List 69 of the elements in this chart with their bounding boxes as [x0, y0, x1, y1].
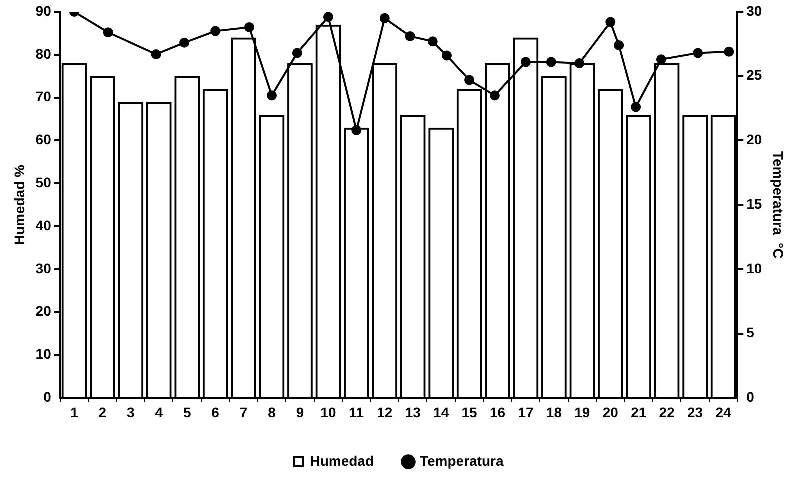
point: [490, 90, 500, 101]
y2-tick-label: 5: [746, 324, 755, 341]
point: [631, 102, 642, 112]
x-tick-label: 6: [212, 404, 220, 420]
y2-tick-label: 30: [746, 2, 762, 19]
point: [151, 49, 162, 60]
point: [405, 31, 416, 42]
y-tick-label: 60: [36, 132, 52, 148]
legend-label: Humedad: [310, 452, 374, 469]
y-tick-label: 80: [36, 46, 52, 62]
point: [352, 125, 362, 136]
point: [380, 13, 390, 24]
y2-tick-label: 0: [746, 389, 755, 406]
x-tick-label: 14: [434, 404, 450, 420]
x-tick-label: 4: [155, 404, 164, 420]
point: [520, 57, 531, 68]
x-tick-label: 11: [349, 404, 364, 420]
y-tick-label: 30: [36, 260, 52, 276]
point: [244, 22, 254, 32]
x-tick-label: 8: [268, 404, 276, 420]
y-tick-label: 50: [36, 174, 52, 191]
x-tick-label: 2: [98, 404, 107, 420]
y-tick-label: 70: [36, 88, 52, 105]
point: [574, 58, 585, 68]
point: [693, 48, 704, 58]
x-tick-label: 18: [546, 404, 562, 420]
x-tick-label: 1: [70, 404, 79, 420]
y2-axis-title: Temperatura °C: [770, 151, 787, 259]
y2-tick-label: 25: [746, 67, 762, 84]
point: [656, 54, 666, 65]
y2-tick-label: 15: [746, 196, 762, 212]
y-tick-label: 20: [36, 303, 52, 320]
x-tick-label: 10: [320, 404, 336, 420]
x-tick-label: 22: [659, 404, 676, 420]
y-tick-label: 0: [44, 389, 52, 406]
point: [210, 26, 221, 36]
x-tick-label: 7: [240, 404, 248, 420]
x-tick-label: 23: [688, 404, 704, 420]
x-tick-label: 16: [490, 404, 506, 420]
point: [323, 12, 334, 22]
x-tick-label: 17: [518, 404, 534, 420]
x-tick-label: 15: [462, 404, 478, 420]
x-tick-label: 20: [602, 404, 619, 420]
y-tick-label: 40: [36, 217, 52, 234]
point: [292, 48, 302, 58]
point: [546, 57, 556, 68]
point: [103, 28, 114, 38]
point: [464, 75, 475, 86]
x-tick-label: 5: [183, 404, 192, 420]
x-tick-label: 21: [631, 404, 647, 420]
y2-tick-label: 10: [746, 260, 762, 276]
point: [442, 50, 452, 61]
point: [180, 38, 190, 48]
x-tick-label: 24: [716, 404, 732, 420]
y2-tick-label: 20: [746, 132, 762, 148]
x-tick-label: 9: [296, 404, 304, 420]
x-tick-label: 13: [405, 404, 422, 420]
point: [428, 36, 438, 47]
point: [267, 90, 278, 101]
x-tick-label: 12: [377, 404, 393, 420]
point: [606, 17, 616, 28]
y-axis-title: Humedad %: [11, 164, 28, 246]
legend-label: Temperatura: [420, 452, 504, 469]
x-tick-label: 19: [574, 404, 590, 420]
x-tick-label: 3: [127, 404, 136, 420]
y-tick-label: 90: [36, 2, 52, 19]
point: [724, 46, 734, 57]
y-tick-label: 10: [36, 346, 52, 362]
point: [614, 40, 624, 50]
